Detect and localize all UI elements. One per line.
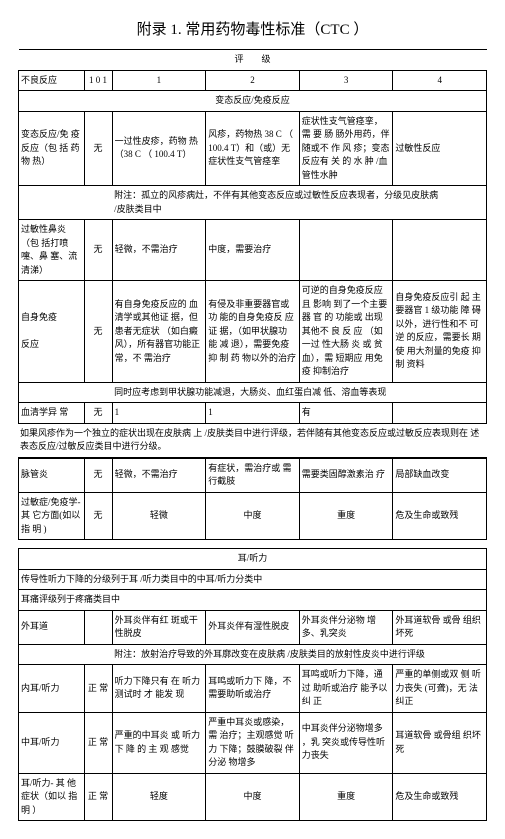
ear-oth-1: 正 常 [84, 773, 112, 821]
ear-oth-3: 中度 [206, 773, 300, 821]
mid-3: 严重中耳炎或感染，需 治疗；主观感觉 听 力 下降；鼓膜破裂 伴分泌 物增多 [206, 712, 300, 773]
other-2: 轻微 [112, 492, 206, 540]
row-allergy: 变态反应/免 疫反应（包 括 药物 热） 无 一过性皮疹，药物 热 （38 C … [19, 111, 487, 186]
main-table-1: 评 级 不良反应 1 0 1 1 2 3 4 变态反应/免疫反应 变态反应/免 … [18, 49, 487, 424]
page-title: 附录 1. 常用药物毒性标准（CTC ） [18, 18, 487, 39]
inner-4: 耳鸣或听力下降，通过 助听或治疗 能予以纠 正 [299, 665, 393, 713]
rhinitis-5 [393, 220, 487, 281]
allergy-note: 附注：孤立的风疹病灶，不伴有其他变态反应或过敏性反应表现者，分级见皮肤病 /皮肤… [112, 186, 486, 220]
rhinitis-1: 无 [84, 220, 112, 281]
inner-2: 听力下降只有 在 听力测试时 才 能发 现 [112, 665, 206, 713]
preface-2: 如果风疹作为一个独立的症状出现在皮肤病 上 /皮肤类目中进行评级，若伴随有其他变… [18, 424, 487, 458]
allergy-5: 过敏性反应 [393, 111, 487, 186]
autoimm-5: 自身免疫反应引 起 主 要器官 1 级功能 障 碍以外，进行性和不 可 逆 的反… [393, 281, 487, 383]
row-serum: 血清学异 常 无 1 1 有 [19, 403, 487, 424]
col-1: 1 [112, 70, 206, 91]
allergy-3: 风疹，药物热 38 C （ 100.4 T）和（或）无症状性支气管痉挛 [206, 111, 300, 186]
autoimm-note: 同时应考虑到甲状腺功能减退，大肠炎、血红蛋白减 低、溶血等表现 [112, 382, 486, 403]
col-2: 2 [206, 70, 300, 91]
rhinitis-3: 中度，需要治疗 [206, 220, 300, 281]
main-table-2: 脉管炎 无 轻微，不需治疗 有症状，需治疗或 需 行截肢 需要类固醇激素治 疗 … [18, 458, 487, 541]
ext-2: 外耳炎伴有红 斑或干性脱皮 [112, 610, 206, 644]
ext-4: 外耳炎伴分泌物 增 多、乳突炎 [299, 610, 393, 644]
allergy-1: 无 [84, 111, 112, 186]
vasc-4: 需要类固醇激素治 疗 [299, 458, 393, 492]
row-ear-mid: 中耳/听力 正 常 严重的中耳炎 或 听力下 降 的 主 观 感觉 严重中耳炎或… [19, 712, 487, 773]
mid-1: 正 常 [84, 712, 112, 773]
allergy-name: 变态反应/免 疫反应（包 括 药物 热） [19, 111, 85, 186]
mid-5: 耳道软骨 或骨组 织坏死 [393, 712, 487, 773]
rhinitis-2: 轻微，不需治疗 [112, 220, 206, 281]
rhinitis-name: 过敏性鼻炎 （包 括打喷 嚏、鼻 塞、流 清涕） [19, 220, 85, 281]
other-4: 重度 [299, 492, 393, 540]
preface2-text: 如果风疹作为一个独立的症状出现在皮肤病 上 /皮肤类目中进行评级，若伴随有其他变… [18, 424, 487, 458]
mid-name: 中耳/听力 [19, 712, 85, 773]
col-4: 4 [393, 70, 487, 91]
header-row-1: 评 级 [19, 50, 487, 71]
serum-1: 无 [84, 403, 112, 424]
vasc-5: 局部缺血改变 [393, 458, 487, 492]
ext-3: 外耳炎伴有湿性脱皮 [206, 610, 300, 644]
other-3: 中度 [206, 492, 300, 540]
inner-1: 正 常 [84, 665, 112, 713]
row-ear-inner: 内耳/听力 正 常 听力下降只有 在 听力测试时 才 能发 现 耳鸣或听力下 降… [19, 665, 487, 713]
row-other: 过敏症/免疫学- 其 它方面(如以 指 明 ) 无 轻微 中度 重度 危及生命或… [19, 492, 487, 540]
other-name: 过敏症/免疫学- 其 它方面(如以 指 明 ) [19, 492, 85, 540]
ear-pain-note: 耳痛评级列于疼痛类目中 [19, 590, 487, 611]
allergy-2: 一过性皮疹，药物 热 （38 C （ 100.4 T） [112, 111, 206, 186]
serum-name: 血清学异 常 [19, 403, 85, 424]
ear-oth-name: 耳/听力- 其 他 症状（如以 指明 ） [19, 773, 85, 821]
section-allergy: 变态反应/免疫反应 [19, 91, 487, 112]
inner-3: 耳鸣或听力下 降，不 需要助听或治疗 [206, 665, 300, 713]
section-ear: 耳/听力 [19, 549, 487, 570]
other-5: 危及生命或致残 [393, 492, 487, 540]
vasc-2: 轻微，不需治疗 [112, 458, 206, 492]
inner-name: 内耳/听力 [19, 665, 85, 713]
autoimm-4: 可逆的自身免疫反应 且 影响 到了一个主要器 官 的 功能或 出现其他不 良 反… [299, 281, 393, 383]
ear-table: 耳/听力 传导性听力下降的分级列于耳 /听力类目中的中耳/听力分类中 耳痛评级列… [18, 548, 487, 821]
ext-note: 附注：放射治疗导致的外耳廓改变在皮肤病 /皮肤类目的放射性皮炎中进行评级 [112, 644, 486, 665]
row-ear-other: 耳/听力- 其 他 症状（如以 指明 ） 正 常 轻度 中度 重度 危及生命或致… [19, 773, 487, 821]
vasc-name: 脉管炎 [19, 458, 85, 492]
rhinitis-4 [299, 220, 393, 281]
serum-5 [393, 403, 487, 424]
autoimm-name: 自身免疫反应 [19, 281, 85, 383]
other-1: 无 [84, 492, 112, 540]
row-vasc: 脉管炎 无 轻微，不需治疗 有症状，需治疗或 需 行截肢 需要类固醇激素治 疗 … [19, 458, 487, 492]
allergy-4: 症状性支气管痉挛，需 要 肠 肠外用药，伴随或不 作 风 疹；变态反应有 关 的… [299, 111, 393, 186]
serum-3: 1 [206, 403, 300, 424]
mid-4: 中耳炎伴分泌物增多 ，乳 突炎或传导性听 力丧失 [299, 712, 393, 773]
inner-5: 严重的单侧或双 侧 听 力丧失 (可聋)，无 法纠正 [393, 665, 487, 713]
autoimm-2: 有自身免疫反应的 血 清学或其他证 据，但 患者无症状 （如白癜风），所有器官功… [112, 281, 206, 383]
ext-5: 外耳道软骨 或骨 组织坏死 [393, 610, 487, 644]
row-ear-ext: 外耳道 外耳炎伴有红 斑或干性脱皮 外耳炎伴有湿性脱皮 外耳炎伴分泌物 增 多、… [19, 610, 487, 644]
col-adverse: 不良反应 [19, 70, 85, 91]
grade-header: 评 级 [19, 50, 487, 71]
ext-name: 外耳道 [19, 610, 85, 644]
col-3: 3 [299, 70, 393, 91]
autoimm-3: 有侵及非重要器官或 功 能的自身免疫反 应 证 据，（如甲状腺功 能 减 退），… [206, 281, 300, 383]
ear-oth-2: 轻度 [112, 773, 206, 821]
ear-preface: 传导性听力下降的分级列于耳 /听力类目中的中耳/听力分类中 [19, 569, 487, 590]
serum-2: 1 [112, 403, 206, 424]
mid-2: 严重的中耳炎 或 听力下 降 的 主 观 感觉 [112, 712, 206, 773]
ear-oth-5: 危及生命或致残 [393, 773, 487, 821]
vasc-3: 有症状，需治疗或 需 行截肢 [206, 458, 300, 492]
ear-oth-4: 重度 [299, 773, 393, 821]
serum-4: 有 [299, 403, 393, 424]
row-autoimm: 自身免疫反应 无 有自身免疫反应的 血 清学或其他证 据，但 患者无症状 （如白… [19, 281, 487, 383]
header-row-2: 不良反应 1 0 1 1 2 3 4 [19, 70, 487, 91]
vasc-1: 无 [84, 458, 112, 492]
autoimm-1: 无 [84, 281, 112, 383]
row-rhinitis: 过敏性鼻炎 （包 括打喷 嚏、鼻 塞、流 清涕） 无 轻微，不需治疗 中度，需要… [19, 220, 487, 281]
col-1a: 1 0 1 [84, 70, 112, 91]
